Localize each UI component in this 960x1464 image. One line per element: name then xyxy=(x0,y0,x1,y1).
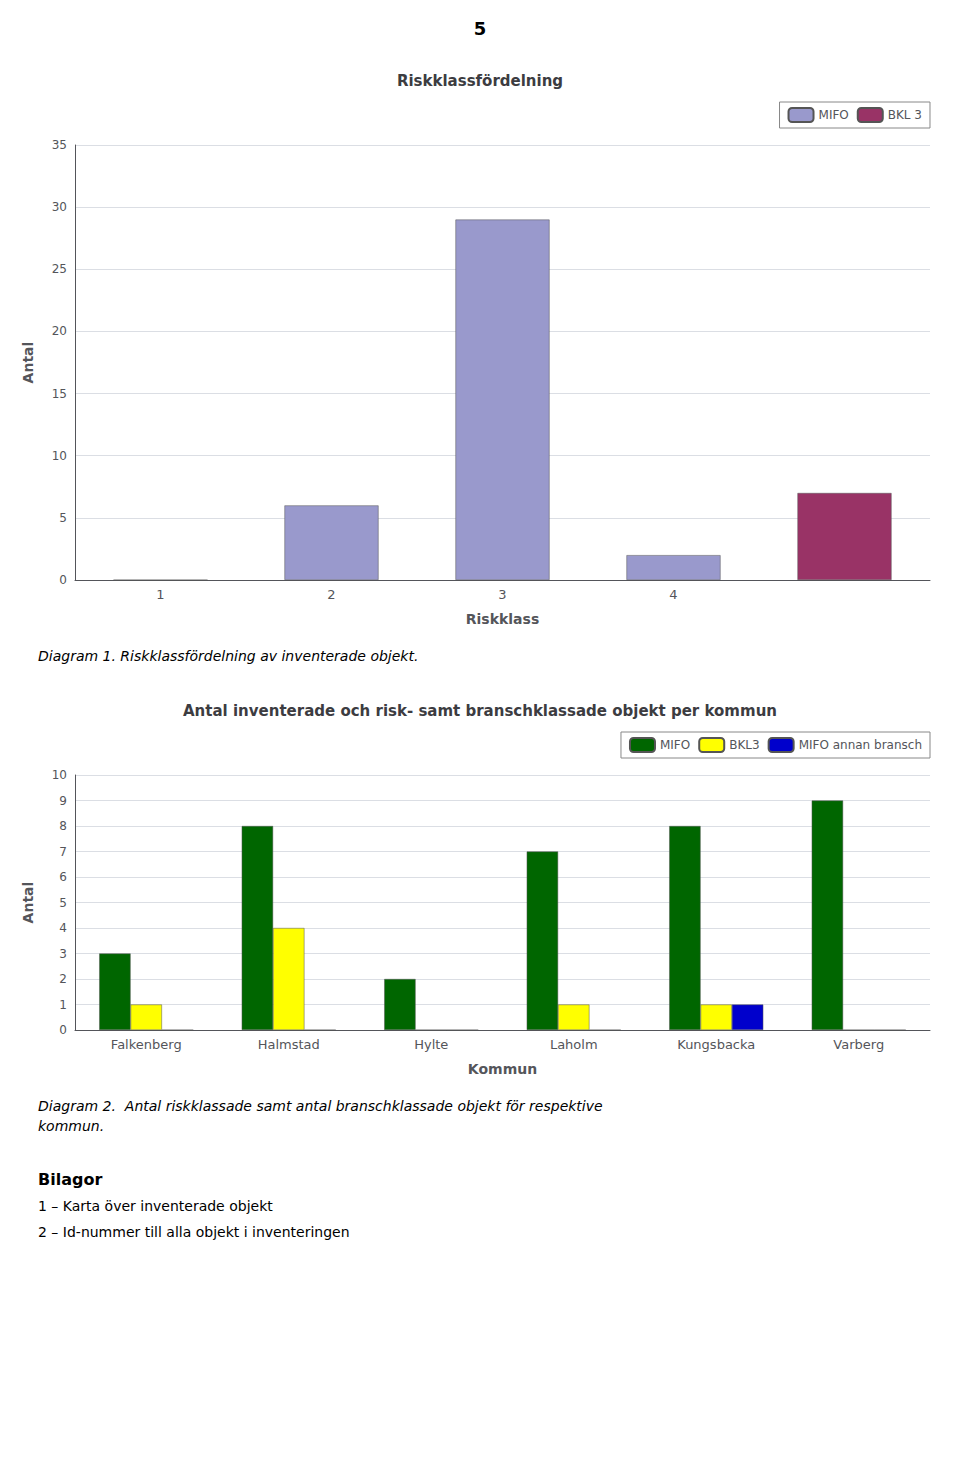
svg-text:10: 10 xyxy=(52,449,67,463)
svg-text:25: 25 xyxy=(52,262,67,276)
html-text:1 – Karta över inventerade obj: 1 – Karta över inventerade objekt xyxy=(38,1198,273,1214)
svg-text:9: 9 xyxy=(59,794,67,808)
svg-text:Falkenberg: Falkenberg xyxy=(111,1037,182,1052)
svg-text:1: 1 xyxy=(59,998,67,1012)
svg-text:10: 10 xyxy=(52,768,67,782)
svg-text:3: 3 xyxy=(498,587,506,602)
svg-text:5: 5 xyxy=(59,511,67,525)
svg-text:Halmstad: Halmstad xyxy=(258,1037,320,1052)
svg-text:Varberg: Varberg xyxy=(833,1037,884,1052)
svg-text:2: 2 xyxy=(327,587,335,602)
svg-text:20: 20 xyxy=(52,324,67,338)
html-text:Diagram 2. Antal riskklassade: Diagram 2. Antal riskklassade samt antal… xyxy=(38,1098,603,1114)
svg-text:30: 30 xyxy=(52,200,67,214)
svg-text:0: 0 xyxy=(59,573,67,587)
svg-text:MIFO annan bransch: MIFO annan bransch xyxy=(799,738,922,752)
svg-text:15: 15 xyxy=(52,387,67,401)
svg-text:BKL 3: BKL 3 xyxy=(888,108,922,122)
svg-text:Riskklass: Riskklass xyxy=(466,611,539,627)
svg-text:MIFO: MIFO xyxy=(660,738,690,752)
svg-text:35: 35 xyxy=(52,138,67,152)
svg-text:5: 5 xyxy=(59,896,67,910)
svg-text:Laholm: Laholm xyxy=(550,1037,598,1052)
svg-text:Hylte: Hylte xyxy=(414,1037,448,1052)
html-text:Diagram 1. Riskklassfördelning: Diagram 1. Riskklassfördelning av invent… xyxy=(38,648,419,664)
svg-text:Kommun: Kommun xyxy=(468,1061,537,1077)
svg-text:Antal: Antal xyxy=(20,342,36,384)
svg-text:BKL3: BKL3 xyxy=(729,738,759,752)
svg-text:Antal inventerade och risk- sa: Antal inventerade och risk- samt bransch… xyxy=(183,702,777,720)
svg-text:Antal: Antal xyxy=(20,882,36,924)
svg-text:4: 4 xyxy=(59,921,67,935)
html-text:2 – Id-nummer till alla objekt: 2 – Id-nummer till alla objekt i invente… xyxy=(38,1224,350,1240)
svg-text:6: 6 xyxy=(59,870,67,884)
svg-text:Riskklassfördelning: Riskklassfördelning xyxy=(397,72,563,90)
html-text:Bilagor: Bilagor xyxy=(38,1170,103,1189)
svg-text:3: 3 xyxy=(59,947,67,961)
svg-text:MIFO: MIFO xyxy=(819,108,849,122)
svg-text:0: 0 xyxy=(59,1023,67,1037)
svg-text:4: 4 xyxy=(669,587,677,602)
svg-text:7: 7 xyxy=(59,845,67,859)
html-text:kommun.: kommun. xyxy=(38,1118,105,1134)
svg-text:8: 8 xyxy=(59,819,67,833)
svg-text:Kungsbacka: Kungsbacka xyxy=(677,1037,755,1052)
svg-text:1: 1 xyxy=(156,587,164,602)
html-text:5: 5 xyxy=(473,18,487,39)
svg-text:2: 2 xyxy=(59,972,67,986)
